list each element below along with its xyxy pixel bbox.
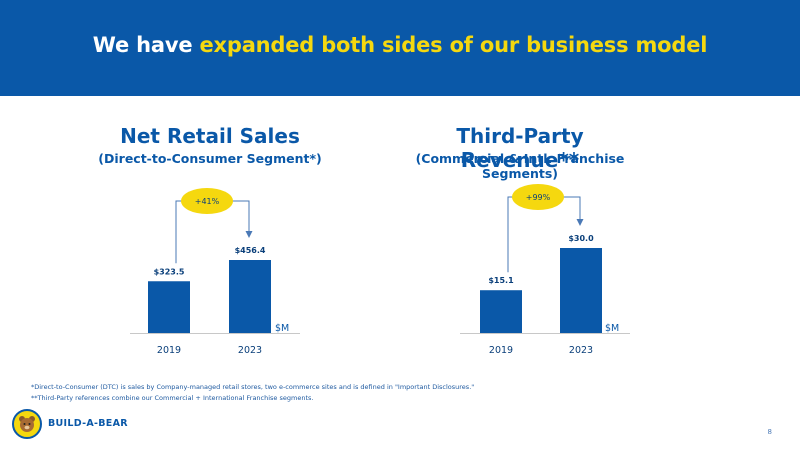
chart-1-growth-arrowhead <box>245 231 253 238</box>
chart-2-bar-2023 <box>560 248 602 333</box>
chart-2-unit-label: $M <box>605 323 619 334</box>
chart-1-growth-connector-right <box>227 200 250 236</box>
footnote-2: **Third-Party references combine our Com… <box>31 394 314 402</box>
chart-1-x-tick-2023: 2023 <box>238 345 262 356</box>
page-number: 8 <box>767 428 772 436</box>
chart-1-subtitle: (Direct-to-Consumer Segment*) <box>98 151 322 166</box>
chart-2-growth-badge <box>512 184 564 210</box>
header-banner: We have expanded both sides of our busin… <box>0 0 800 96</box>
chart-2-value-label-2019: $15.1 <box>488 276 514 285</box>
bear-face-icon <box>19 416 35 432</box>
bear-logo-icon <box>12 409 42 439</box>
chart-1-growth-badge <box>181 188 233 214</box>
chart-2-growth-arrowhead <box>576 219 584 226</box>
chart-2-x-tick-2023: 2023 <box>569 345 593 356</box>
chart-2-subtitle: (Commercial & Intl. Franchise Segments) <box>415 151 625 181</box>
chart-2-growth-label: +99% <box>526 193 551 202</box>
chart-2-x-tick-2019: 2019 <box>489 345 513 356</box>
footnote-1: *Direct-to-Consumer (DTC) is sales by Co… <box>31 383 475 391</box>
chart-1-growth-connector-left <box>175 200 187 264</box>
title-prefix: We have <box>92 33 200 57</box>
chart-1-value-label-2019: $323.5 <box>154 267 185 276</box>
chart-1-x-tick-2019: 2019 <box>157 345 181 356</box>
chart-1-bar-2023 <box>229 260 271 333</box>
chart-1-growth-label: +41% <box>195 197 220 206</box>
page-title: We have expanded both sides of our busin… <box>0 33 800 57</box>
chart-2-bar-2019 <box>480 290 522 333</box>
chart-1-bar-2019 <box>148 281 190 333</box>
chart-2-value-label-2023: $30.0 <box>568 234 594 243</box>
chart-2-growth-connector-left <box>507 196 518 273</box>
chart-2-title: Third-Party Revenue** <box>456 124 584 172</box>
logo-text: BUILD-A-BEAR <box>48 418 128 429</box>
title-highlight: expanded both sides of our business mode… <box>199 33 708 57</box>
chart-1-unit-label: $M <box>275 323 289 334</box>
chart-1-value-label-2023: $456.4 <box>235 246 266 255</box>
chart-1-title: Net Retail Sales <box>120 124 300 148</box>
chart-2-growth-connector-right <box>558 196 581 224</box>
